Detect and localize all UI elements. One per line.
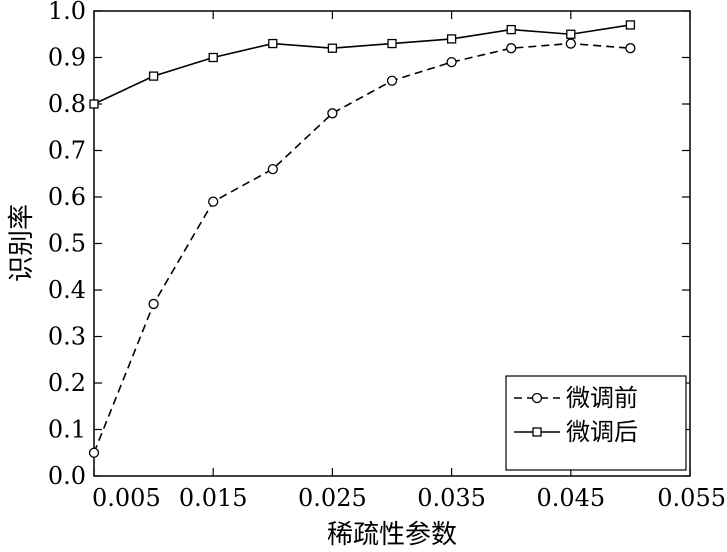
- data-point: [565, 38, 576, 49]
- x-tick-label: 0.025: [298, 484, 367, 512]
- y-axis-title: 识别率: [7, 204, 37, 282]
- data-point: [327, 108, 338, 119]
- y-tick-label: 0.6: [48, 183, 86, 211]
- y-tick-label: 0.5: [48, 230, 86, 258]
- legend-marker-before: [531, 392, 543, 404]
- y-axis-ticks: 0.0 0.1 0.2 0.3 0.4 0.5 0.6 0.7 0.8 0.9 1.0: [48, 0, 690, 490]
- y-tick-label: 0.2: [48, 369, 86, 397]
- data-point: [625, 20, 636, 30]
- data-point: [506, 24, 516, 35]
- data-point: [89, 99, 99, 109]
- x-tick-label: 0.055: [657, 484, 726, 512]
- series-layer: [88, 20, 636, 458]
- x-axis-title: 稀疏性参数: [327, 520, 457, 550]
- data-point: [506, 43, 517, 54]
- data-point: [148, 71, 159, 81]
- legend-box: [505, 375, 687, 471]
- y-tick-label: 0.0: [48, 462, 86, 490]
- data-point: [446, 57, 457, 68]
- legend-label-after: 微调后: [566, 418, 638, 446]
- y-tick-label: 0.7: [48, 137, 86, 165]
- y-tick-label: 0.9: [48, 44, 86, 72]
- data-point: [625, 43, 636, 54]
- x-tick-label: 0.035: [417, 484, 486, 512]
- series-line-0: [93, 42, 631, 454]
- data-point: [386, 75, 398, 86]
- data-point: [267, 163, 278, 175]
- data-point: [387, 38, 397, 49]
- data-point: [566, 29, 576, 39]
- legend: 微调前 微调后: [505, 375, 687, 471]
- legend-marker-after: [532, 427, 542, 437]
- x-tick-label: 0.045: [536, 484, 605, 512]
- y-tick-label: 1.0: [48, 0, 86, 25]
- data-point: [268, 38, 278, 49]
- x-tick-label: 0.005: [92, 484, 161, 512]
- data-point: [446, 34, 457, 44]
- data-point: [148, 298, 159, 310]
- series-line-1: [93, 24, 631, 105]
- data-point: [208, 196, 219, 207]
- y-tick-label: 0.1: [48, 416, 86, 444]
- y-tick-label: 0.4: [48, 276, 86, 304]
- y-tick-label: 0.8: [48, 90, 86, 118]
- y-tick-label: 0.3: [48, 323, 86, 351]
- legend-label-before: 微调前: [566, 384, 638, 412]
- x-tick-label: 0.015: [179, 484, 248, 512]
- data-point: [327, 43, 338, 53]
- x-axis-ticks: 0.005 0.015 0.025 0.035 0.045 0.055: [92, 11, 726, 512]
- data-point: [208, 52, 218, 63]
- data-point: [88, 447, 100, 458]
